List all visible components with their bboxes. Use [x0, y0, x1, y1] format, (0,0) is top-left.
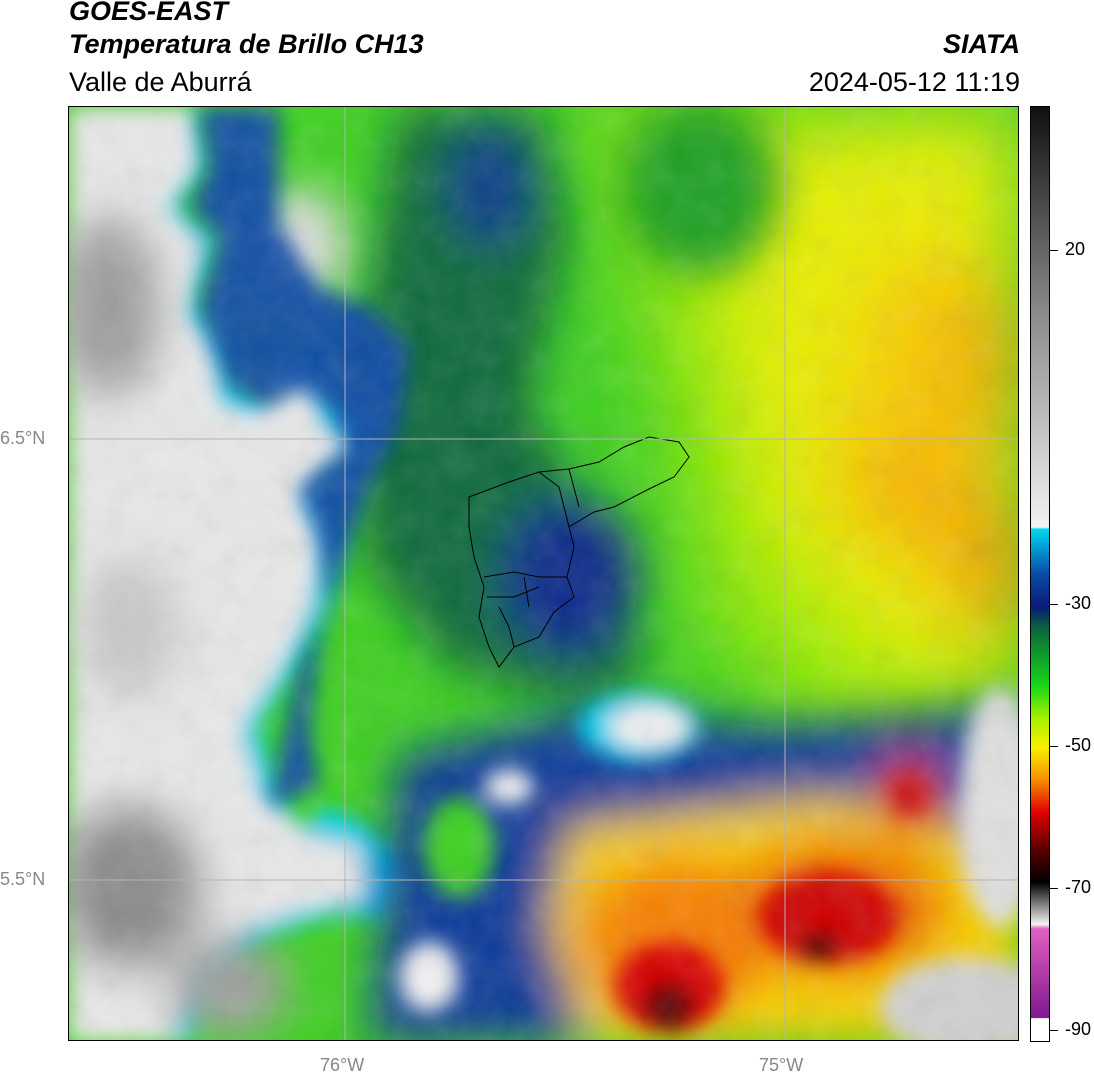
lat-label-north: 6.5°N — [0, 428, 46, 448]
map-title: GOES-EAST — [69, 0, 229, 26]
timestamp-label: 2024-05-12 11:19 — [808, 67, 1020, 97]
colorbar-label-minus30: -30 — [1065, 593, 1092, 613]
colorbar-gradient — [1031, 107, 1049, 1041]
lon-label-east: 75°W — [759, 1055, 804, 1075]
graticule — [69, 107, 1018, 1040]
colorbar-tick — [1050, 1030, 1058, 1031]
colorbar-label-minus50: -50 — [1065, 735, 1092, 755]
brightness-temperature-field — [69, 107, 1018, 1040]
municipal-boundaries — [468, 436, 690, 668]
region-label: Valle de Aburrá — [69, 67, 252, 97]
colorbar-tick — [1050, 604, 1058, 605]
colorbar-label-minus90: -90 — [1065, 1019, 1092, 1039]
colorbar-tick — [1050, 250, 1058, 251]
map-subtitle: Temperatura de Brillo CH13 — [69, 29, 424, 59]
colorbar-tick — [1050, 746, 1058, 747]
satellite-map — [68, 106, 1019, 1041]
lon-label-west: 76°W — [320, 1055, 365, 1075]
colorbar — [1030, 106, 1050, 1042]
colorbar-label-20: 20 — [1065, 239, 1086, 259]
colorbar-tick — [1050, 888, 1058, 889]
agency-label: SIATA — [943, 29, 1020, 59]
colorbar-label-minus70: -70 — [1065, 877, 1092, 897]
lat-label-south: 5.5°N — [0, 869, 46, 889]
